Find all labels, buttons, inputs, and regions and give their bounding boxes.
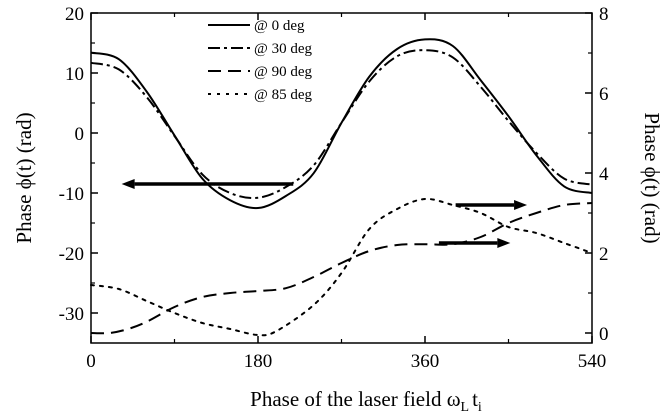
- series-line-2: [90, 202, 593, 335]
- plot-frame: [90, 12, 593, 344]
- x-axis-title: Phase of the laser field ωL ti: [250, 387, 482, 415]
- y-right-tick-label: 6: [599, 84, 609, 105]
- y-left-tick-label: -10: [59, 184, 84, 205]
- y-left-tick-label: 0: [75, 124, 85, 145]
- y-right-tick-label: 0: [599, 324, 609, 345]
- x-axis-title-tail: t: [472, 387, 478, 411]
- x-axis-title-sub: L: [461, 400, 470, 415]
- y-left-tick-label: -30: [59, 304, 84, 325]
- y-right-tick-label: 2: [599, 244, 609, 265]
- series-line-3: [90, 197, 593, 337]
- arrows-group: [121, 179, 528, 248]
- x-axis-title-sub2: i: [478, 400, 482, 415]
- y-left-tick-label: 10: [65, 64, 84, 85]
- legend-label-2: @ 90 deg: [254, 64, 312, 80]
- arrow-left-axis-head: [121, 179, 135, 189]
- x-axis-title-main: Phase of the laser field ω: [250, 387, 460, 411]
- x-tick-label: 180: [244, 351, 273, 372]
- x-tick-label: 540: [578, 351, 607, 372]
- y-axis-title-right: Phase ϕ(t) (rad): [640, 112, 664, 243]
- y-left-tick-label: -20: [59, 244, 84, 265]
- y-left-tick-label: 20: [65, 4, 84, 25]
- arrow-right-axis-2-head: [497, 238, 511, 248]
- x-tick-label: 360: [411, 351, 440, 372]
- y-right-tick-label: 8: [599, 4, 609, 25]
- x-tick-label: 0: [86, 351, 96, 372]
- arrow-right-axis-1-head: [514, 200, 528, 210]
- y-axis-title-left: Phase ϕ(t) (rad): [12, 112, 36, 243]
- y-right-tick-label: 4: [599, 164, 609, 185]
- series-line-1: [90, 49, 593, 200]
- legend-label-3: @ 85 deg: [254, 87, 312, 103]
- series-group: [90, 38, 593, 337]
- legend: @ 0 deg @ 30 deg @ 90 deg @ 85 deg: [208, 18, 312, 103]
- legend-label-1: @ 30 deg: [254, 41, 312, 57]
- legend-label-0: @ 0 deg: [254, 18, 305, 34]
